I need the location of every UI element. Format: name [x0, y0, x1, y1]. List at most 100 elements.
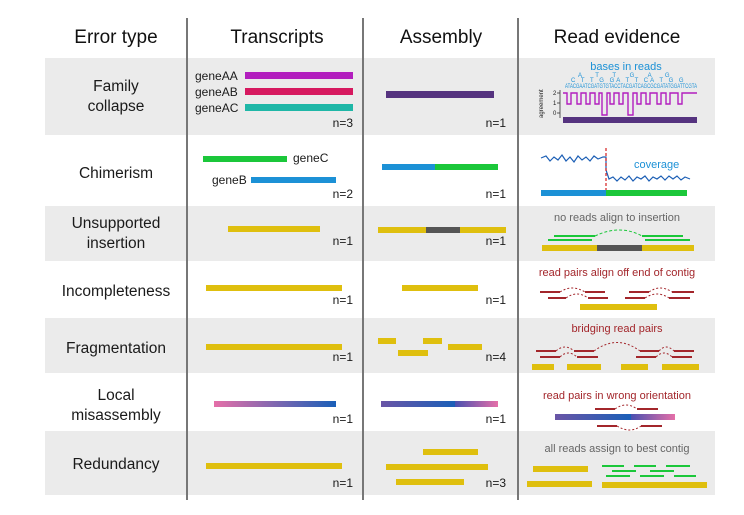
assembly-count-local: n=1: [486, 412, 507, 426]
label-chimerism: Chimerism: [79, 165, 153, 182]
transcript-gene-ac: [245, 104, 353, 111]
assembly-count-incompleteness: n=1: [486, 293, 507, 307]
label-fragmentation: Fragmentation: [66, 340, 166, 357]
row-redundancy: n=1 n=3 all reads assign to best contig: [206, 443, 707, 490]
transcript-gene-aa: [245, 72, 353, 79]
agreement-axis-label: agreement: [539, 89, 545, 118]
agreement-tick-1: 1: [553, 101, 557, 107]
assembly-fragment-2: [398, 350, 428, 356]
transcript-fragmentation: [206, 344, 342, 350]
assembly-redundant-1: [423, 449, 478, 455]
evidence-contig-green: [606, 190, 687, 196]
label-unsupported-line2: insertion: [87, 235, 146, 252]
assembly-chimera-green: [435, 164, 498, 170]
label-family-line1: Family: [93, 78, 139, 95]
bases-highlight: A T T G A G: [578, 73, 676, 79]
agreement-trace: [563, 92, 697, 116]
gene-ab-label: geneAB: [195, 85, 238, 99]
assembly-contig-family: [386, 91, 494, 98]
transcripts-count-redundancy: n=1: [333, 476, 354, 490]
transcripts-count-local: n=1: [333, 412, 354, 426]
evidence-title-insertion: no reads align to insertion: [554, 212, 680, 224]
bases-middle: C T T G GA T T CA T G G: [571, 78, 686, 84]
row-chimerism: geneC geneB n=2 n=1 coverage: [203, 148, 691, 201]
row-labels: Family collapse Chimerism Unsupported in…: [62, 78, 171, 473]
label-local-line1: Local: [97, 387, 134, 404]
gene-c-label: geneC: [293, 151, 329, 165]
right-pair-link-1: [648, 287, 673, 293]
agreement-tick-0: 0: [553, 111, 557, 117]
evidence-contig-family: [563, 117, 697, 123]
assembly-insertion-left: [378, 227, 426, 233]
transcript-gene-c: [203, 156, 287, 162]
transcripts-count-chimerism: n=2: [333, 187, 354, 201]
column-dividers: [186, 18, 519, 500]
header-error-type: Error type: [74, 27, 157, 48]
transcript-incompleteness: [206, 285, 342, 291]
orient-link-1: [614, 404, 638, 410]
evidence-insertion-left: [542, 245, 597, 251]
evidence-insertion-right: [642, 245, 694, 251]
evidence-best-contig: [602, 482, 707, 488]
orient-link-2: [616, 425, 642, 431]
assembly-local-right: [455, 401, 498, 407]
row-shade-unsupported-insertion: [45, 206, 715, 261]
label-local-line2: misassembly: [71, 407, 161, 424]
coverage-trace: [540, 153, 691, 182]
agreement-tick-2: 2: [553, 91, 557, 97]
row-shade-fragmentation: [45, 318, 715, 373]
transcript-redundancy: [206, 463, 342, 469]
header-transcripts: Transcripts: [230, 27, 323, 48]
wrong-orientation-reads: [595, 404, 662, 431]
assembly-insertion-middle: [426, 227, 460, 233]
transcript-gene-b: [251, 177, 336, 183]
evidence-local-left: [555, 414, 631, 420]
evidence-title-family: bases in reads: [590, 61, 662, 73]
row-backgrounds: [45, 58, 715, 495]
transcripts-count-fragmentation: n=1: [333, 350, 354, 364]
bases-sequence: ATACGAATCGATGTGTACCTACGATCAGCGCGATATGGAT…: [565, 84, 697, 90]
transcripts-count-incompleteness: n=1: [333, 293, 354, 307]
evidence-redundant-short: [533, 466, 588, 472]
left-pair-link-1: [559, 287, 586, 293]
assembly-count-redundancy: n=3: [486, 476, 507, 490]
evidence-fragment-1: [532, 364, 554, 370]
row-family-collapse: geneAA geneAB geneAC n=3 n=1 bases in re…: [195, 61, 697, 130]
transcript-insertion: [228, 226, 320, 232]
evidence-contig-blue: [541, 190, 606, 196]
evidence-insertion-middle: [597, 245, 642, 251]
label-incompleteness: Incompleteness: [62, 283, 171, 300]
gene-b-label: geneB: [212, 173, 247, 187]
row-fragmentation: n=1 n=4 bridging read pairs: [206, 323, 699, 370]
assembly-incompleteness: [402, 285, 478, 291]
evidence-title-incompleteness: read pairs align off end of contig: [539, 267, 695, 279]
evidence-fragment-2: [567, 364, 601, 370]
evidence-fragment-4: [662, 364, 699, 370]
column-headers: Error type Transcripts Assembly Read evi…: [74, 27, 680, 48]
evidence-contig-incompleteness: [580, 304, 657, 310]
assembly-count-chimerism: n=1: [486, 187, 507, 201]
evidence-local-right: [631, 414, 675, 420]
evidence-fragment-3: [621, 364, 648, 370]
bridge-link-4: [658, 346, 675, 352]
header-read-evidence: Read evidence: [554, 27, 681, 48]
left-pair-link-2: [565, 293, 589, 299]
row-incompleteness: n=1 n=1 read pairs align off end of cont…: [206, 267, 695, 310]
assembly-count-insertion: n=1: [486, 234, 507, 248]
assembly-redundant-3: [396, 479, 464, 485]
label-family-line2: collapse: [88, 98, 145, 115]
bridging-reads: [536, 342, 694, 358]
assembly-fragment-4: [448, 344, 482, 350]
row-unsupported-insertion: n=1 n=1 no reads align to insertion: [228, 212, 694, 251]
insertion-gap-arc: [594, 229, 643, 237]
assembly-insertion-right: [460, 227, 506, 233]
gene-ac-label: geneAC: [195, 101, 239, 115]
assembly-fragment-1: [378, 338, 396, 344]
evidence-title-local: read pairs in wrong orientation: [543, 390, 691, 402]
label-unsupported-line1: Unsupported: [72, 215, 161, 232]
off-end-reads: [540, 287, 694, 299]
assembly-count-family: n=1: [486, 116, 507, 130]
assembly-redundant-2: [386, 464, 488, 470]
header-assembly: Assembly: [400, 27, 483, 48]
transcripts-count-family: n=3: [333, 116, 354, 130]
